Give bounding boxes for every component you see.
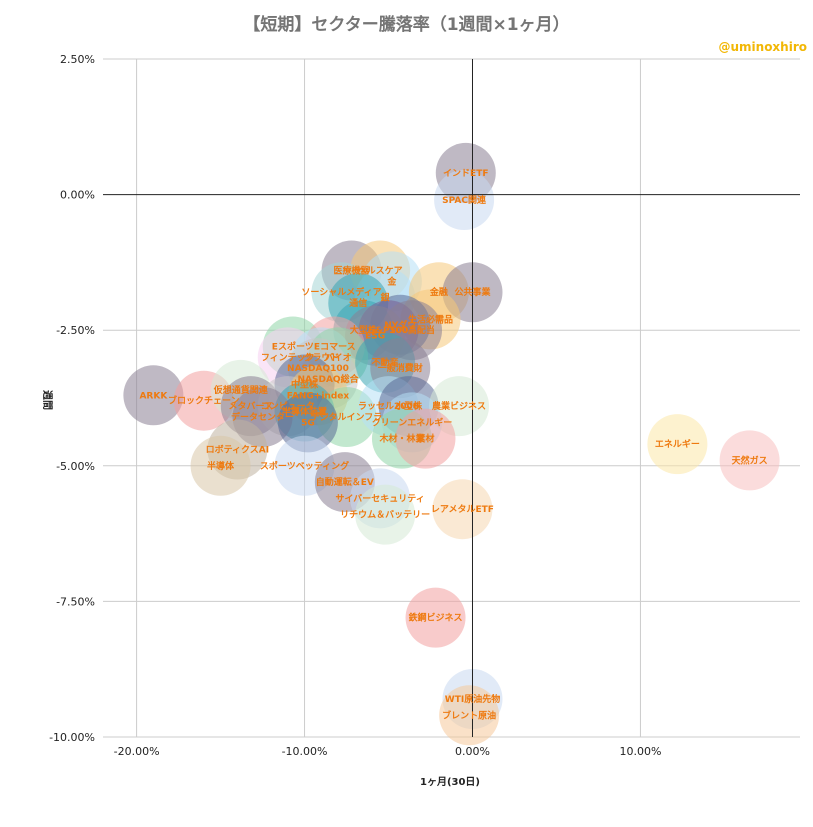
data-point-label: 鉄鋼ビジネス — [409, 612, 463, 624]
data-point-label: 大型株 — [350, 324, 378, 336]
data-point — [190, 435, 251, 496]
y-tick-label: -10.00% — [49, 731, 95, 744]
data-point-label: 金 — [386, 275, 397, 287]
y-tick-label: -5.00% — [56, 460, 95, 473]
data-point-label: ラッセル2000 — [358, 401, 419, 412]
data-point-label: フィンテック — [261, 352, 315, 363]
data-point-label: ソーシャルメディア — [301, 286, 381, 298]
x-tick-label: 10.00% — [619, 745, 661, 758]
data-point-label: コンピュータ — [261, 400, 315, 412]
data-point-label: S&P500 — [369, 326, 409, 336]
data-point-label: 自動運転＆EV — [316, 476, 374, 488]
x-tick-label: -20.00% — [114, 745, 160, 758]
data-point-label: 木材・林業 — [378, 433, 425, 445]
data-point — [405, 587, 466, 648]
x-tick-label: -10.00% — [282, 745, 328, 758]
data-point — [439, 685, 500, 746]
y-tick-label: 2.50% — [60, 53, 95, 66]
data-point-label: データセンター — [231, 411, 294, 423]
data-point — [123, 365, 184, 426]
data-point-label: 小型株 — [394, 400, 423, 412]
data-point-label: 半導体装置 — [282, 406, 327, 418]
data-point-label: NYダウ — [384, 319, 416, 331]
data-point-label: リチウム＆バッテリー — [340, 510, 430, 521]
data-point-label: スポーツベッティング — [260, 460, 349, 472]
data-point-label: SPAC関連 — [442, 194, 487, 206]
data-point-label: ブレント原油 — [442, 709, 496, 721]
chart-title: 【短期】セクター騰落率（1週間×1ヶ月） — [243, 15, 570, 35]
data-point-label: 医療機器 — [334, 265, 371, 277]
x-axis-title: 1ヶ月(30日) — [420, 776, 480, 788]
x-tick-label: 0.00% — [455, 745, 490, 758]
data-point — [432, 479, 493, 540]
data-point-label: 不動産 — [372, 357, 399, 369]
data-point-label: 5G — [301, 418, 315, 428]
data-point-label: ESG — [365, 332, 385, 342]
data-point-label: デジタルインフラ — [311, 411, 383, 423]
y-tick-label: -7.50% — [56, 595, 95, 608]
data-point-label: ブロックチェーン — [168, 395, 240, 407]
data-point-label: クリーンエネルギー — [372, 416, 453, 428]
data-point — [355, 484, 416, 545]
data-point-label: Eスポーツ — [272, 340, 314, 352]
data-point-label: 素材 — [416, 433, 434, 445]
data-point-label: 一般消費財 — [378, 362, 423, 374]
y-tick-label: 0.00% — [60, 189, 95, 202]
data-point-label: 農業ビジネス — [432, 400, 486, 412]
data-point-label: 天然ガス — [732, 454, 768, 466]
data-point — [434, 170, 495, 231]
data-point-label: サイバーセキュリティ — [335, 493, 424, 504]
data-point-label: レアメタルETF — [431, 503, 494, 515]
data-point-label: WTI原油先物 — [445, 693, 500, 705]
data-point-label: NASDAQ100 — [287, 364, 349, 374]
data-point-label: 仮想通貨関連 — [213, 384, 269, 396]
data-point-label: メタバース — [229, 400, 274, 412]
axis-layer: -20.00% -10.00% 0.00% 10.00% 2.50% 0.00% -2.50… — [49, 53, 800, 758]
data-point-label: 通信 — [349, 297, 367, 309]
data-point-label: NASDAQ総合 — [298, 373, 360, 385]
data-point-label: 公共事業 — [454, 286, 491, 298]
data-point — [395, 408, 456, 469]
data-point-label: インドETF — [443, 168, 488, 179]
data-point-label: ロボティクスAI — [206, 444, 270, 456]
data-point-label: エネルギー — [655, 438, 700, 450]
watermark: @uminoxhiro — [718, 40, 807, 54]
data-point-label: FANG+index — [287, 391, 350, 401]
data-point-label: 生活必需品 — [408, 313, 453, 325]
data-point — [719, 430, 780, 491]
data-point-label: 金融 — [429, 286, 448, 298]
data-point — [647, 414, 708, 475]
data-point-label: 中型株 — [291, 378, 319, 390]
data-point-label: ARKK — [139, 391, 168, 401]
data-point-label: クラウド — [303, 352, 339, 363]
data-point-label: 100高配当 — [389, 324, 435, 336]
bubble-layer — [123, 142, 780, 746]
y-axis-title: 週間 — [41, 390, 53, 410]
data-point-label: ヘルスケア — [358, 266, 403, 277]
y-tick-label: -2.50% — [56, 324, 95, 337]
data-point-label: バイオ — [325, 352, 352, 363]
data-point-label: 半導体 — [207, 460, 235, 472]
data-point-label: Eコマース — [314, 341, 356, 352]
data-point — [277, 392, 338, 453]
data-point-label: 銀 — [381, 292, 390, 304]
